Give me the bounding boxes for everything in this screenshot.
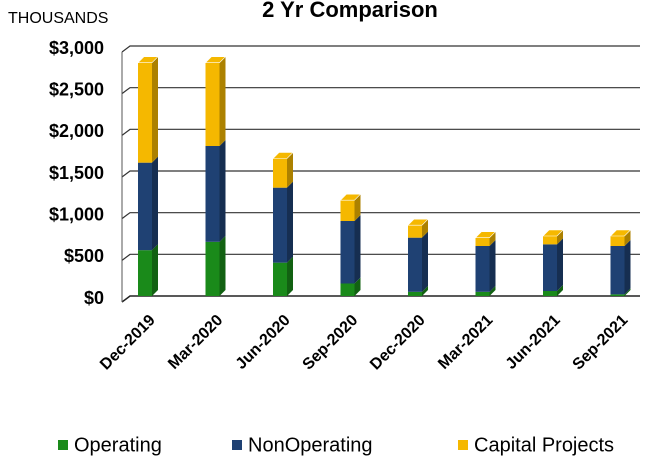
bar-segment <box>340 200 355 221</box>
bar-side <box>219 235 226 296</box>
grid-line <box>121 87 640 95</box>
bar-segment <box>610 246 625 295</box>
x-tick-label: Jun-2020 <box>233 312 294 373</box>
bar-top <box>407 218 429 226</box>
bar-side <box>152 156 158 251</box>
bar-segment <box>138 250 152 296</box>
bar-segment <box>138 62 152 163</box>
x-tick-label: Jun-2021 <box>503 312 564 373</box>
chart-title: 2 Yr Comparison <box>262 0 438 22</box>
legend-label: Capital Projects <box>474 434 614 456</box>
y-axis-label: THOUSANDS <box>8 10 108 27</box>
bar-side <box>422 231 428 292</box>
x-tick-label: Mar-2021 <box>435 312 496 373</box>
x-tick-label: Sep-2021 <box>570 312 632 374</box>
bar-side <box>354 215 361 284</box>
bar-side <box>287 181 293 263</box>
bar-side <box>489 285 496 296</box>
bar-segment <box>138 162 152 251</box>
bar-side <box>287 152 293 188</box>
bar-segment <box>610 294 625 296</box>
bar-side <box>489 231 496 246</box>
x-tick-label: Mar-2020 <box>165 312 226 373</box>
bar-segment <box>273 262 287 296</box>
bar-side <box>557 285 563 296</box>
legend-swatch <box>232 440 242 450</box>
bar-segment <box>273 158 287 188</box>
bar-segment <box>205 146 220 242</box>
bar-side <box>152 244 158 296</box>
bar-side <box>489 240 496 292</box>
bar-side <box>422 285 428 296</box>
bar-top <box>339 193 362 201</box>
bar-segment <box>543 291 557 296</box>
bar-side <box>354 277 361 296</box>
bar-side <box>624 240 631 295</box>
bar-segment <box>475 246 490 292</box>
bar-segment <box>408 225 422 238</box>
bar-side <box>287 256 293 296</box>
legend-swatch <box>458 440 468 450</box>
legend-label: Operating <box>74 434 162 456</box>
y-tick-label: $1,000 <box>49 204 104 224</box>
grid-line <box>121 295 640 303</box>
bar-side <box>219 56 226 146</box>
grid-line <box>121 170 640 178</box>
bar-segment <box>205 241 220 296</box>
bar-top <box>137 56 159 63</box>
bar-side <box>152 56 158 163</box>
bar-top <box>272 152 294 159</box>
y-tick-label: $0 <box>84 288 104 308</box>
x-tick-label: Dec-2020 <box>367 312 429 374</box>
bar-segment <box>273 187 287 263</box>
bar-segment <box>340 283 355 296</box>
bar-segment <box>543 244 557 291</box>
grid-line <box>121 128 640 136</box>
legend-swatch <box>58 440 68 450</box>
x-tick-label: Sep-2020 <box>300 312 362 374</box>
bar-side <box>557 238 563 291</box>
grid-line <box>121 253 640 261</box>
bar-side <box>354 194 361 221</box>
bar-segment <box>340 221 355 284</box>
y-tick-label: $1,500 <box>49 163 104 183</box>
y-tick-label: $2,500 <box>49 79 104 99</box>
bar-segment <box>543 236 557 245</box>
bar-top <box>204 56 227 63</box>
y-tick-label: $3,000 <box>49 38 104 58</box>
bar-segment <box>475 291 490 296</box>
bar-segment <box>475 237 490 246</box>
bar-side <box>624 230 631 246</box>
y-tick-label: $2,000 <box>49 121 104 141</box>
legend-label: NonOperating <box>248 434 373 456</box>
bar-side <box>219 140 226 242</box>
grid-line <box>121 212 640 220</box>
y-tick-label: $500 <box>64 246 104 266</box>
grid-line <box>121 45 640 53</box>
bar-top <box>609 229 632 237</box>
bar-segment <box>610 236 625 246</box>
bar-top <box>542 229 564 237</box>
bar-segment <box>205 62 220 146</box>
bar-segment <box>408 237 422 292</box>
x-tick-label: Dec-2019 <box>97 312 159 374</box>
bar-side <box>557 230 563 245</box>
bar-segment <box>408 291 422 296</box>
bar-side <box>624 288 631 296</box>
bar-top <box>474 231 497 238</box>
